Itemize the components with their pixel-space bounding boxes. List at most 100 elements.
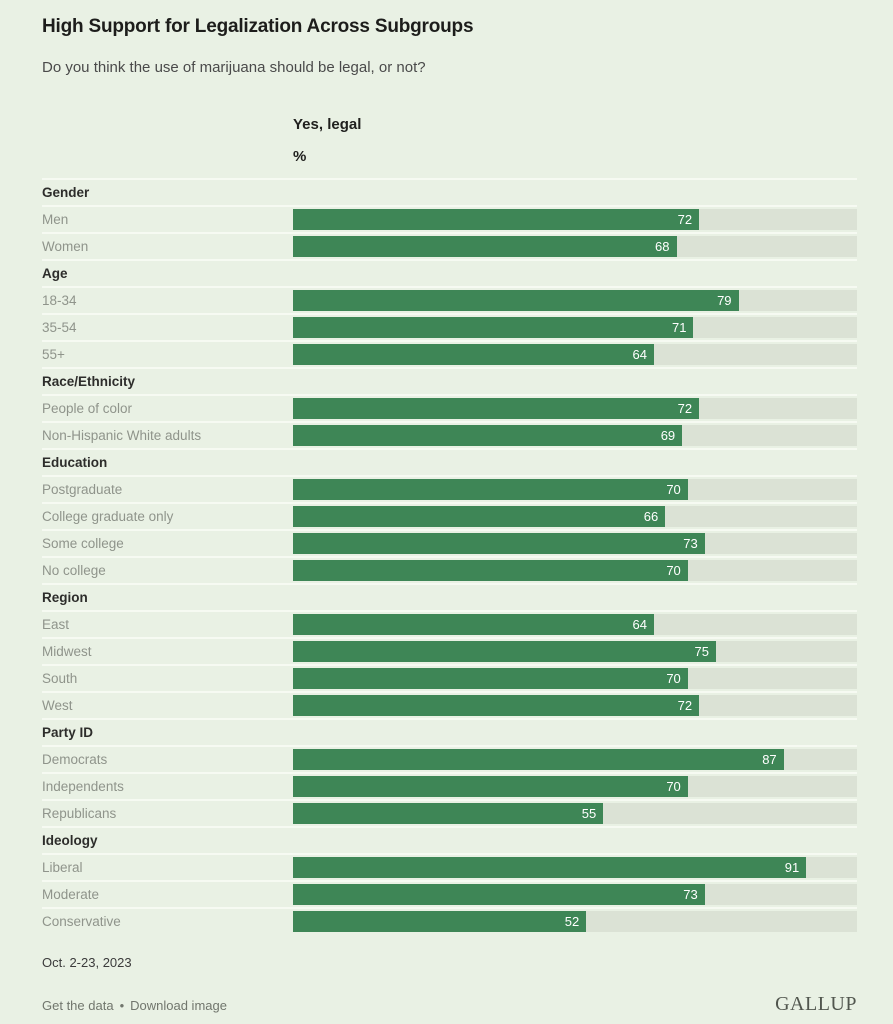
bar: 52	[293, 911, 587, 932]
row-label: 18-34	[42, 293, 77, 308]
bar: 66	[293, 506, 666, 527]
bar-track: 68	[293, 236, 857, 257]
bar-row: Midwest 75	[42, 637, 857, 664]
bar-track: 52	[293, 911, 857, 932]
row-label: South	[42, 671, 78, 686]
bar: 70	[293, 479, 688, 500]
bar: 73	[293, 533, 705, 554]
row-label: Women	[42, 239, 89, 254]
row-label: Republicans	[42, 806, 117, 821]
row-label: Moderate	[42, 887, 100, 902]
bar-track: 72	[293, 398, 857, 419]
row-label: College graduate only	[42, 509, 174, 524]
bar-value-label: 55	[581, 806, 597, 821]
bar-value-label: 68	[655, 239, 670, 254]
bar-track: 73	[293, 884, 857, 905]
row-label: 55+	[42, 347, 65, 362]
bar-row: Postgraduate 70	[42, 475, 857, 502]
bar-value-label: 64	[632, 347, 647, 362]
get-the-data-link[interactable]: Get the data	[42, 998, 114, 1013]
row-label: West	[42, 698, 73, 713]
bar-value-label: 79	[717, 293, 732, 308]
bar-track: 70	[293, 479, 857, 500]
bar: 70	[293, 668, 688, 689]
bar-value-label: 72	[677, 212, 693, 227]
row-label: Conservative	[42, 914, 121, 929]
bar-track: 87	[293, 749, 857, 770]
bar-value-label: 87	[762, 752, 777, 767]
row-label: Democrats	[42, 752, 108, 767]
bar-value-label: 71	[671, 320, 687, 335]
footer: Get the data • Download image GALLUP	[42, 993, 857, 1016]
bar-track: 72	[293, 695, 857, 716]
bar-row: 55+ 64	[42, 340, 857, 367]
section-header-row: Region	[42, 583, 857, 610]
bar-row: No college 70	[42, 556, 857, 583]
row-label: Independents	[42, 779, 124, 794]
bar-track: 91	[293, 857, 857, 878]
row-label: Men	[42, 212, 69, 227]
bar: 72	[293, 398, 700, 419]
section-header-row: Age	[42, 259, 857, 286]
row-label: Non-Hispanic White adults	[42, 428, 202, 443]
bar-row: Republicans 55	[42, 799, 857, 826]
row-label: Postgraduate	[42, 482, 123, 497]
bar-value-label: 91	[784, 860, 800, 875]
unit-header-label: %	[293, 148, 307, 165]
bar-track: 70	[293, 776, 857, 797]
bar-row: Conservative 52	[42, 907, 857, 934]
bar-track: 79	[293, 290, 857, 311]
bar-track: 73	[293, 533, 857, 554]
section-header-row: Gender	[42, 178, 857, 205]
bar: 72	[293, 209, 700, 230]
bar: 73	[293, 884, 705, 905]
row-label: East	[42, 617, 70, 632]
bar: 64	[293, 344, 654, 365]
row-label: 35-54	[42, 320, 77, 335]
bar: 75	[293, 641, 716, 662]
row-label: Some college	[42, 536, 124, 551]
bar-track: 64	[293, 344, 857, 365]
bar-value-label: 69	[660, 428, 676, 443]
bar-track: 69	[293, 425, 857, 446]
section-header-row: Race/Ethnicity	[42, 367, 857, 394]
bar-row: Some college 73	[42, 529, 857, 556]
bar-value-label: 52	[564, 914, 580, 929]
bar-table: Gender Men 72 Women 68 Age 18-34 79 35-54 71 55+ 64…	[42, 178, 857, 934]
row-label: Liberal	[42, 860, 83, 875]
bar-track: 75	[293, 641, 857, 662]
bar: 70	[293, 776, 688, 797]
bar: 91	[293, 857, 807, 878]
bar-row: South 70	[42, 664, 857, 691]
bar: 68	[293, 236, 677, 257]
value-column-header: Yes, legal %	[293, 116, 857, 165]
value-header-label: Yes, legal	[293, 116, 362, 133]
bar-track: 70	[293, 560, 857, 581]
footer-links: Get the data • Download image	[42, 998, 227, 1013]
bar: 72	[293, 695, 700, 716]
bar-row: Liberal 91	[42, 853, 857, 880]
row-label: No college	[42, 563, 106, 578]
bar-row: People of color 72	[42, 394, 857, 421]
chart-title: High Support for Legalization Across Sub…	[42, 16, 474, 37]
bar-row: Democrats 87	[42, 745, 857, 772]
bar-track: 64	[293, 614, 857, 635]
bar-value-label: 70	[666, 563, 681, 578]
bar-row: Men 72	[42, 205, 857, 232]
bar: 71	[293, 317, 694, 338]
download-image-link[interactable]: Download image	[130, 998, 227, 1013]
section-header-row: Party ID	[42, 718, 857, 745]
link-separator-dot: •	[119, 998, 125, 1013]
bar: 87	[293, 749, 784, 770]
bar-value-label: 70	[666, 482, 681, 497]
bar-value-label: 72	[677, 698, 693, 713]
bar: 69	[293, 425, 683, 446]
bar: 64	[293, 614, 654, 635]
bar-value-label: 73	[683, 887, 698, 902]
bar-row: College graduate only 66	[42, 502, 857, 529]
bar-track: 55	[293, 803, 857, 824]
row-label: People of color	[42, 401, 133, 416]
bar-row: Independents 70	[42, 772, 857, 799]
bar: 55	[293, 803, 604, 824]
